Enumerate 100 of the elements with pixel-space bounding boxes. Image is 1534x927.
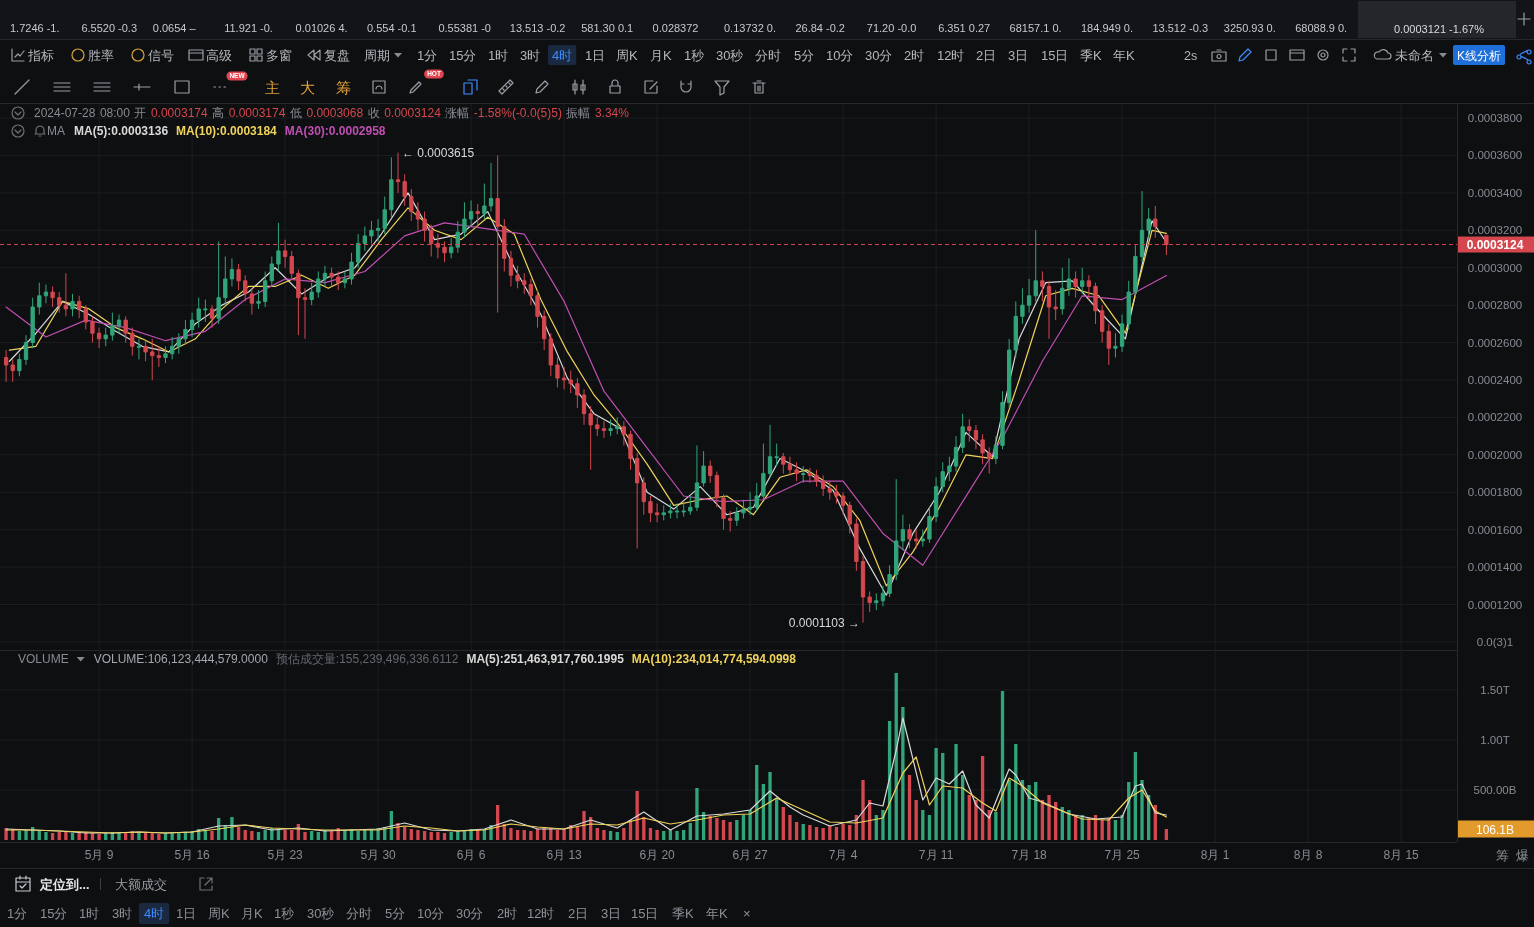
bar [1120, 815, 1124, 840]
candlestick [708, 459, 713, 484]
candlestick [522, 272, 527, 295]
candlestick [243, 274, 248, 302]
candlestick [57, 291, 62, 314]
candlestick [774, 443, 779, 467]
candlestick [130, 327, 135, 357]
text: 30秒 [307, 906, 335, 921]
bar [655, 830, 659, 840]
text: 3日 [1008, 48, 1029, 63]
text: 0.13732 0. [724, 22, 776, 34]
candlestick [263, 270, 268, 308]
candlestick [615, 416, 620, 435]
text: 0.028372 [652, 22, 699, 34]
candlestick [96, 327, 102, 349]
text: 1分 [417, 48, 438, 63]
candlestick [1020, 287, 1025, 325]
candlestick [1080, 267, 1085, 295]
candlestick [43, 284, 49, 304]
bar [243, 830, 247, 840]
candlestick [781, 452, 786, 475]
candlestick [449, 237, 454, 259]
text: 胜率 [88, 48, 114, 63]
candlestick [827, 480, 832, 501]
bar [1067, 810, 1071, 840]
candlestick [1100, 304, 1105, 344]
text: 15日 [631, 906, 659, 921]
bar [97, 834, 101, 840]
bar [728, 822, 732, 840]
candlestick [342, 270, 348, 289]
candlestick [143, 340, 148, 362]
candlestick [787, 456, 793, 476]
text: 581.30 0.1 [581, 22, 634, 34]
text: 184.949 0. [1081, 22, 1133, 34]
candlestick [468, 199, 474, 228]
text: 筹 [335, 79, 351, 96]
bar [695, 788, 699, 840]
text: 5分 [794, 48, 815, 63]
candlestick [136, 338, 142, 360]
bar [861, 780, 865, 840]
bar [263, 830, 267, 840]
y-tick-label: 0.0001200 [1467, 598, 1523, 611]
candlestick [947, 456, 952, 482]
candlestick [30, 297, 35, 349]
text: 0.0003121 -1.67% [1394, 23, 1485, 35]
candlestick [409, 188, 414, 222]
candlestick [402, 173, 407, 207]
candlestick [681, 501, 686, 518]
candlestick [834, 484, 839, 504]
bar [416, 830, 420, 840]
text: 15日 [1041, 48, 1069, 63]
bar [1027, 785, 1031, 840]
candlestick [568, 370, 573, 394]
candlestick [203, 299, 208, 323]
text: 月K [241, 906, 263, 921]
y-tick-label: 0.0001800 [1467, 486, 1523, 499]
text: 2s [1184, 49, 1198, 63]
candlestick [987, 446, 992, 475]
text: 5分 [385, 906, 406, 921]
bar [788, 815, 792, 840]
bar [794, 822, 799, 840]
candlestick [1139, 190, 1145, 263]
text: 1秒 [274, 906, 295, 921]
bar [303, 832, 307, 840]
bar [555, 830, 560, 840]
candlestick [189, 312, 195, 338]
candlestick [1126, 280, 1131, 330]
text: 0.01026 4. [295, 22, 348, 34]
candlestick [1040, 270, 1045, 302]
candlestick [854, 517, 859, 572]
candlestick [1133, 244, 1138, 299]
bar [290, 830, 294, 840]
candlestick [395, 152, 401, 194]
bar [562, 829, 566, 840]
candlestick [728, 510, 733, 533]
candlestick [309, 282, 314, 306]
bar [682, 830, 686, 840]
candlestick [807, 467, 813, 484]
candlestick [635, 452, 640, 549]
candlestick [223, 256, 228, 306]
text: 大额成交 [115, 877, 167, 892]
text: 68157.1 0. [1009, 22, 1062, 34]
candlestick [236, 263, 241, 291]
x-tick-label: 5月 30 [360, 848, 397, 862]
candlestick [621, 420, 627, 446]
candlestick [1053, 289, 1058, 321]
x-tick-label: 7月 25 [1104, 848, 1141, 862]
candlestick [914, 529, 919, 549]
candlestick [960, 413, 965, 454]
candlestick [455, 220, 460, 254]
bar [422, 831, 427, 840]
candlestick [196, 297, 201, 329]
candlestick [17, 353, 22, 377]
candlestick [349, 252, 354, 286]
candlestick [209, 304, 215, 329]
candlestick [993, 435, 999, 465]
text: 0.554 -0.1 [367, 22, 417, 34]
legend-title: MA [47, 124, 65, 138]
candlestick [1086, 274, 1092, 301]
x-tick-label: 5月 23 [267, 848, 304, 862]
